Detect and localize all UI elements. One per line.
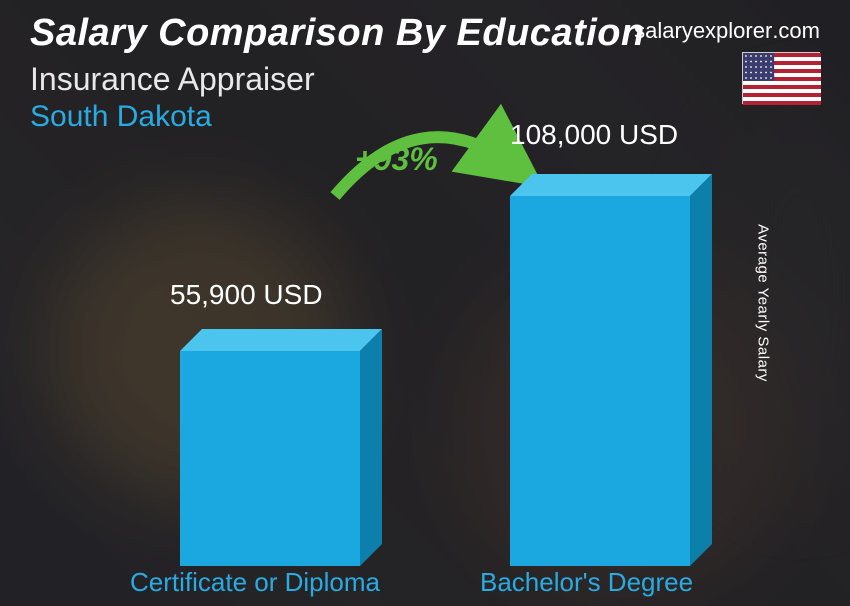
chart-bar <box>180 351 360 566</box>
category-label: Certificate or Diploma <box>130 567 380 598</box>
source-attribution: salaryexplorer.com <box>634 18 820 44</box>
category-label: Bachelor's Degree <box>480 567 693 598</box>
job-subtitle: Insurance Appraiser <box>30 61 820 98</box>
salary-bar-chart: +93% Certificate or DiplomaBachelor's De… <box>0 166 850 606</box>
value-label: 108,000 USD <box>510 119 678 151</box>
value-label: 55,900 USD <box>170 279 323 311</box>
us-flag-icon <box>742 52 820 104</box>
percent-increase-label: +93% <box>355 141 438 178</box>
source-name: salaryexplorer <box>634 18 772 43</box>
source-tld: .com <box>772 18 820 43</box>
chart-bar <box>510 196 690 566</box>
